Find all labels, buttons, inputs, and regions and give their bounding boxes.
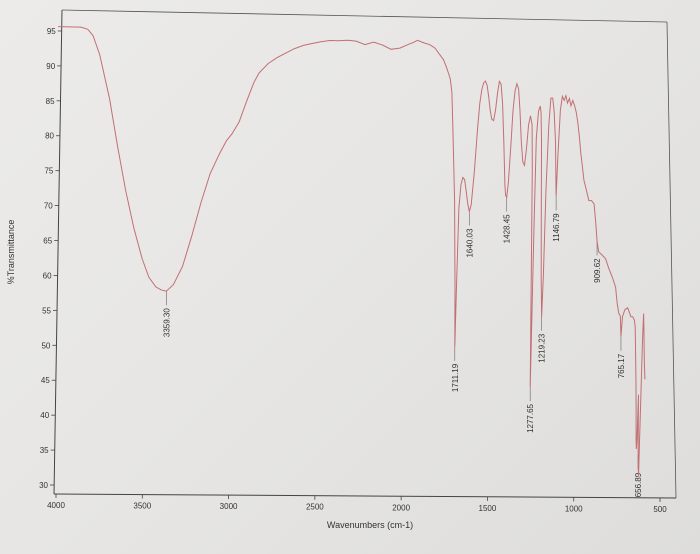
x-ticks: 4000 3500 3000 2500 2000 1500 1000 500 <box>47 494 667 514</box>
x-tick-label: 500 <box>653 505 667 514</box>
y-tick-label: 35 <box>40 446 49 455</box>
peak-label: 1146.79 <box>552 213 561 242</box>
peak-label: 1219.23 <box>538 333 547 362</box>
y-tick-label: 45 <box>41 376 50 385</box>
x-tick-label: 1000 <box>565 504 583 513</box>
x-tick-label: 1500 <box>479 504 497 513</box>
y-axis-title: %Transmittance <box>6 220 16 285</box>
peak-label: 1640.03 <box>465 228 474 257</box>
y-tick-label: 85 <box>46 97 55 106</box>
x-tick-label: 3000 <box>220 502 238 511</box>
x-tick-label: 2500 <box>306 503 324 512</box>
peak-markers: 3359.30 1711.19 1640.03 1428.45 1277.65 1219.… <box>162 196 643 497</box>
y-tick-label: 75 <box>44 167 53 176</box>
y-tick-label: 90 <box>46 62 55 71</box>
y-tick-label: 70 <box>44 202 53 211</box>
y-tick-label: 80 <box>45 132 54 141</box>
peak-label: 3359.30 <box>162 308 171 337</box>
x-axis-line <box>53 493 677 499</box>
x-tick-label: 3500 <box>133 502 151 511</box>
peak-label: 765.17 <box>617 353 626 378</box>
y-tick-label: 30 <box>39 481 48 490</box>
peak-label: 1428.45 <box>503 214 512 243</box>
y-tick-label: 55 <box>42 306 51 315</box>
axes <box>53 9 677 499</box>
x-tick-label: 2000 <box>392 503 410 512</box>
y-tick-label: 65 <box>43 237 52 246</box>
y-axis-line <box>53 9 63 495</box>
y-tick-label: 40 <box>40 411 49 420</box>
plot-frame-right <box>666 21 677 499</box>
spectrum-line <box>58 26 646 477</box>
peak-label: 656.89 <box>634 472 643 497</box>
y-tick-label: 50 <box>41 341 50 350</box>
plot-frame-top <box>61 9 668 23</box>
x-axis-title: Wavenumbers (cm-1) <box>327 520 413 530</box>
peak-label: 909.62 <box>593 258 602 283</box>
y-tick-label: 60 <box>43 271 52 280</box>
y-tick-label: 95 <box>47 27 56 36</box>
peak-label: 1277.65 <box>526 403 535 432</box>
x-tick-label: 4000 <box>47 501 65 510</box>
y-ticks: 95 90 85 80 75 70 65 60 55 50 45 40 35 30 <box>39 27 62 490</box>
peak-label: 1711.19 <box>451 363 460 392</box>
